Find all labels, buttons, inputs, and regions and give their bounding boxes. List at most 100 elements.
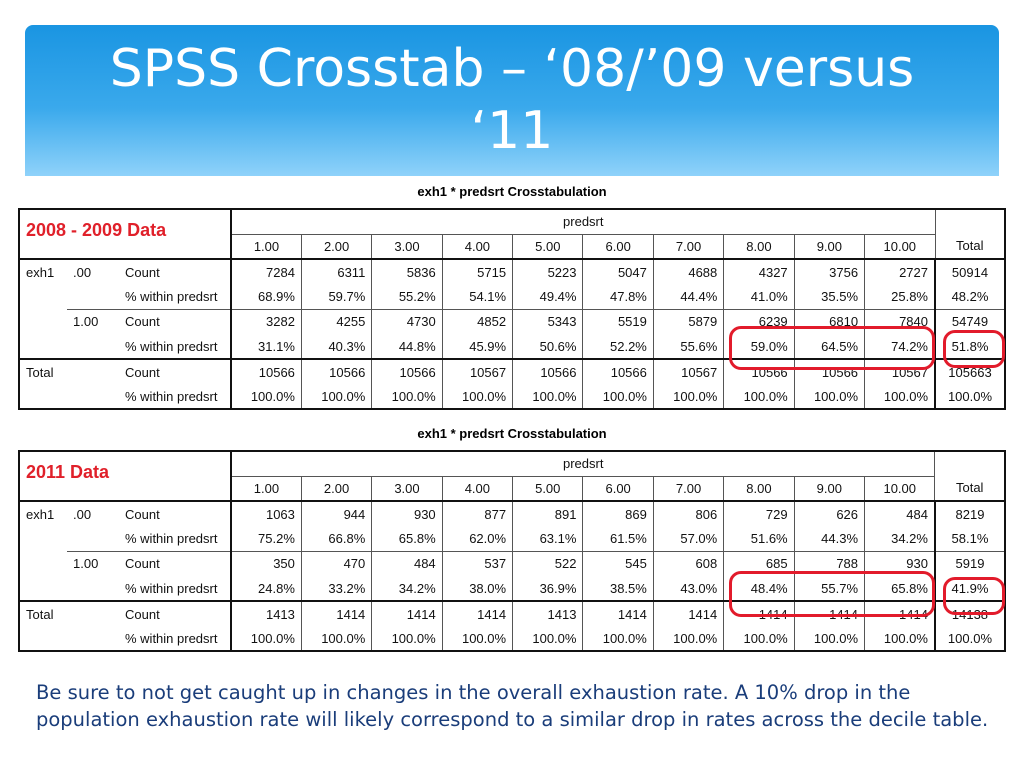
table-row: 1.00 Count 350 470 484 537 522 545 608 685 788 930 5…: [19, 550, 1005, 576]
cell-total: 58.1%: [933, 526, 1005, 551]
cell-value: 5836: [371, 258, 443, 284]
table-row: exh1.00 Count 1063 944 930 877 891 869 806 729 626…: [19, 500, 1005, 526]
row-level-label: [67, 284, 119, 309]
row-level-label: 1.00: [67, 308, 119, 334]
cell-value: 100.0%: [723, 384, 795, 409]
cell-value: 55.2%: [371, 284, 443, 309]
cell-value: 33.2%: [300, 576, 372, 601]
cell-value: 68.9%: [230, 284, 302, 309]
cell-total: 5919: [933, 550, 1005, 576]
cell-total: 14138: [933, 600, 1005, 626]
cell-value: 59.7%: [300, 284, 372, 309]
cell-value: 100.0%: [371, 384, 443, 409]
column-header: 3.00: [371, 475, 443, 501]
cell-value: 484: [371, 550, 443, 576]
table-row: % within predsrt 68.9% 59.7% 55.2% 54.1% 49.4…: [19, 284, 1005, 309]
cell-value: 34.2%: [371, 576, 443, 601]
cell-value: 100.0%: [864, 384, 935, 409]
cell-value: 545: [582, 550, 654, 576]
table-row: exh1.00 Count 7284 6311 5836 5715 5223 5047 4688…: [19, 258, 1005, 284]
row-statistic-label: Count: [119, 500, 231, 526]
header-row: 2011 Data predsrt Total: [19, 451, 1005, 501]
cell-value: 35.5%: [793, 284, 865, 309]
cell-value: 100.0%: [300, 384, 372, 409]
row-level-label: [67, 626, 119, 651]
column-header: 1.00: [230, 233, 302, 259]
row-level-label: .00: [67, 500, 119, 526]
table-row: % within predsrt 75.2% 66.8% 65.8% 62.0% 63.1…: [19, 526, 1005, 551]
cell-value: 10567: [441, 358, 513, 384]
cell-value: 484: [864, 500, 935, 526]
cell-value: 62.0%: [441, 526, 513, 551]
column-variable-label: predsrt: [230, 209, 935, 234]
cell-value: 48.4%: [723, 576, 795, 601]
cell-value: 10566: [300, 358, 372, 384]
cell-total: 48.2%: [934, 284, 1005, 309]
cell-value: 930: [864, 550, 935, 576]
row-level-label: [67, 384, 119, 409]
cell-value: 75.2%: [229, 526, 302, 551]
column-header: 6.00: [582, 475, 654, 501]
cell-value: 4730: [371, 308, 443, 334]
row-group-label: [19, 576, 67, 601]
cell-total: 50914: [934, 258, 1005, 284]
table-row: % within predsrt 100.0% 100.0% 100.0% 100.0%…: [19, 384, 1005, 409]
cell-value: 4688: [652, 258, 724, 284]
cell-value: 10566: [512, 358, 583, 384]
row-group-label: [19, 384, 67, 409]
cell-value: 41.0%: [723, 284, 795, 309]
cell-value: 10566: [582, 358, 654, 384]
row-statistic-label: % within predsrt: [125, 338, 218, 354]
row-level-label: [67, 576, 119, 601]
cell-value: 7284: [230, 258, 302, 284]
cell-value: 5879: [652, 308, 724, 334]
cell-value: 1414: [652, 600, 724, 626]
table-row: 1.00 Count 3282 4255 4730 4852 5343 5519 5879 623…: [19, 308, 1005, 334]
crosstab-table-2011: 2011 Data predsrt Total 1.00 2.00 3.00 4.00 5.0…: [18, 450, 1006, 652]
cell-value: 806: [652, 500, 724, 526]
cell-value: 1414: [723, 600, 795, 626]
row-level-label: .00: [67, 258, 119, 284]
cell-value: 38.5%: [582, 576, 654, 601]
column-header: 9.00: [793, 233, 865, 259]
cell-value: 64.5%: [793, 334, 865, 359]
cell-value: 100.0%: [652, 626, 724, 651]
column-variable-label: predsrt: [230, 451, 935, 476]
row-level-label: [67, 358, 119, 384]
cell-value: 55.7%: [793, 576, 865, 601]
row-statistic-label: Count: [119, 550, 231, 576]
column-header: 4.00: [441, 233, 513, 259]
cell-value: 100.0%: [723, 626, 795, 651]
row-statistic-label: % within predsrt: [125, 630, 218, 646]
column-header: 5.00: [512, 475, 583, 501]
row-statistic-label: % within predsrt: [125, 388, 218, 404]
row-statistic-label: Count: [119, 258, 232, 284]
cell-value: 1414: [793, 600, 865, 626]
column-header: 2.00: [300, 475, 372, 501]
cell-value: 61.5%: [582, 526, 654, 551]
cell-total: 51.8%: [934, 334, 1005, 359]
cell-value: 1414: [864, 600, 935, 626]
row-level-label: [67, 334, 119, 359]
cell-value: 10566: [793, 358, 865, 384]
cell-value: 36.9%: [512, 576, 583, 601]
row-group-label: [19, 626, 67, 651]
cell-value: 685: [723, 550, 795, 576]
cell-value: 100.0%: [230, 384, 302, 409]
cell-value: 470: [300, 550, 372, 576]
cell-value: 25.8%: [864, 284, 935, 309]
cell-value: 54.1%: [441, 284, 513, 309]
row-level-label: [67, 526, 119, 551]
row-statistic-label: % within predsrt: [125, 288, 218, 304]
slide-title-line-2: ‘11: [470, 101, 554, 161]
cell-value: 24.8%: [229, 576, 302, 601]
cell-value: 100.0%: [229, 626, 302, 651]
cell-value: 930: [371, 500, 443, 526]
cell-total: 8219: [933, 500, 1005, 526]
cell-total: 100.0%: [934, 384, 1005, 409]
row-group-label: Total: [19, 600, 67, 626]
cell-value: 5047: [582, 258, 654, 284]
cell-value: 10566: [371, 358, 443, 384]
crosstab-caption-2008-2009: exh1 * predsrt Crosstabulation: [417, 184, 607, 199]
slide-title: SPSS Crosstab – ‘08/’09 versus ‘11: [25, 38, 999, 162]
